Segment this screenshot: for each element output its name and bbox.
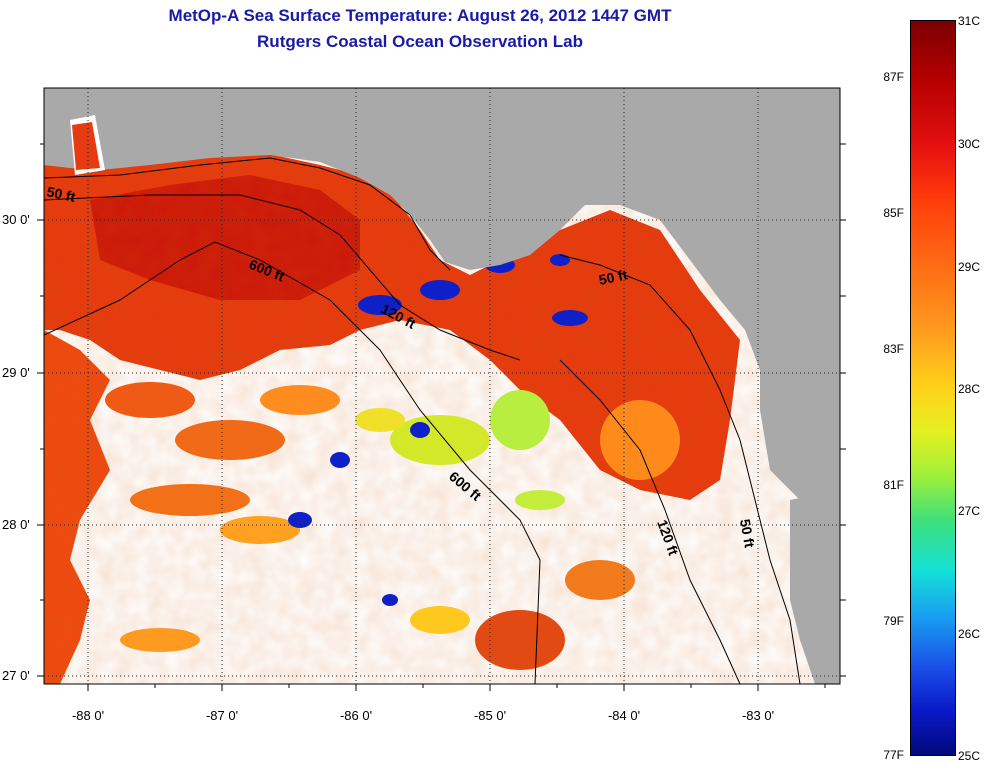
lat-label-30: 30 0': [2, 212, 30, 227]
colorbar-label-27c: 27C: [958, 504, 981, 518]
colorbar-label-81f: 81F: [883, 478, 904, 492]
contour-label-50ft-west: 50 ft: [45, 183, 77, 205]
colorbar-label-31c: 31C: [958, 14, 981, 28]
lon-label-87: -87 0': [205, 708, 239, 723]
lat-label-29: 29 0': [2, 365, 30, 380]
colorbar-label-26c: 26C: [958, 627, 981, 641]
chart-subtitle: Rutgers Coastal Ocean Observation Lab: [257, 32, 583, 51]
colorbar-label-85f: 85F: [883, 206, 904, 220]
lon-label-84: -84 0': [607, 708, 641, 723]
contour-label-50ft-east: 50 ft: [597, 266, 629, 288]
colorbar-label-83f: 83F: [883, 342, 904, 356]
bathymetry-contours: [44, 157, 801, 684]
temperature-colorbar: [910, 20, 956, 756]
contour-label-50ft-south: 50 ft: [737, 518, 758, 549]
colorbar-label-29c: 29C: [958, 260, 981, 274]
lon-label-86: -86 0': [339, 708, 373, 723]
mobile-bay-water: [72, 122, 100, 170]
lon-label-83: -83 0': [741, 708, 775, 723]
colorbar-label-79f: 79F: [883, 614, 904, 628]
colorbar-label-30c: 30C: [958, 137, 981, 151]
gridlines: [44, 88, 840, 684]
land-north: [44, 88, 840, 510]
colorbar-label-77f: 77F: [883, 748, 904, 762]
land-southeast: [790, 490, 840, 684]
map-frame: [43, 87, 841, 685]
colorbar-label-87f: 87F: [883, 70, 904, 84]
colorbar-label-28c: 28C: [958, 382, 981, 396]
sst-patches: [105, 382, 680, 670]
lon-label-85: -85 0': [473, 708, 507, 723]
lat-label-28: 28 0': [2, 517, 30, 532]
lon-label-88: -88 0': [71, 708, 105, 723]
colorbar-label-25c: 25C: [958, 749, 981, 763]
chart-title: MetOp-A Sea Surface Temperature: August …: [168, 6, 672, 25]
lat-label-27: 27 0': [2, 668, 30, 683]
